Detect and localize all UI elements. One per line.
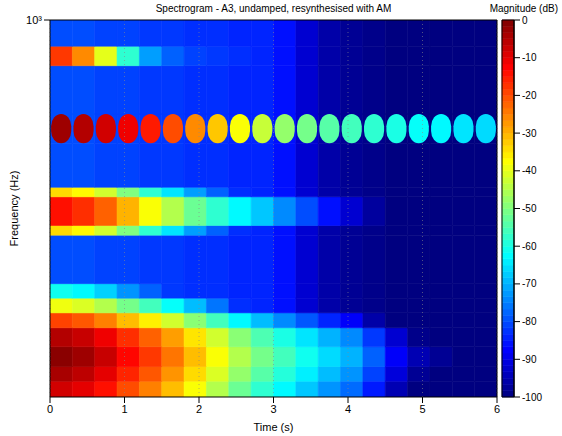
html-text:Magnitude (dB): Magnitude (dB)	[489, 3, 558, 14]
svg-text:0: 0	[47, 403, 53, 415]
svg-text:-80: -80	[522, 316, 537, 327]
svg-text:-50: -50	[522, 203, 537, 214]
svg-text:Time (s): Time (s)	[254, 421, 294, 433]
svg-text:3: 3	[270, 403, 276, 415]
svg-text:2: 2	[196, 403, 202, 415]
svg-text:5: 5	[419, 403, 425, 415]
svg-text:-70: -70	[522, 278, 537, 289]
svg-text:-90: -90	[522, 354, 537, 365]
svg-text:0: 0	[522, 15, 528, 26]
svg-text:-10: -10	[522, 52, 537, 63]
html-text:Spectrogram - A3, undamped, re: Spectrogram - A3, undamped, resynthesise…	[155, 3, 392, 14]
svg-text:-60: -60	[522, 241, 537, 252]
svg-text:-40: -40	[522, 165, 537, 176]
svg-text:-100: -100	[522, 392, 542, 403]
svg-text:10³: 10³	[26, 14, 42, 26]
svg-text:-30: -30	[522, 128, 537, 139]
svg-text:-20: -20	[522, 90, 537, 101]
svg-text:6: 6	[494, 403, 500, 415]
svg-text:Frequency (Hz): Frequency (Hz)	[8, 171, 20, 247]
svg-text:1: 1	[121, 403, 127, 415]
svg-text:4: 4	[345, 403, 351, 415]
